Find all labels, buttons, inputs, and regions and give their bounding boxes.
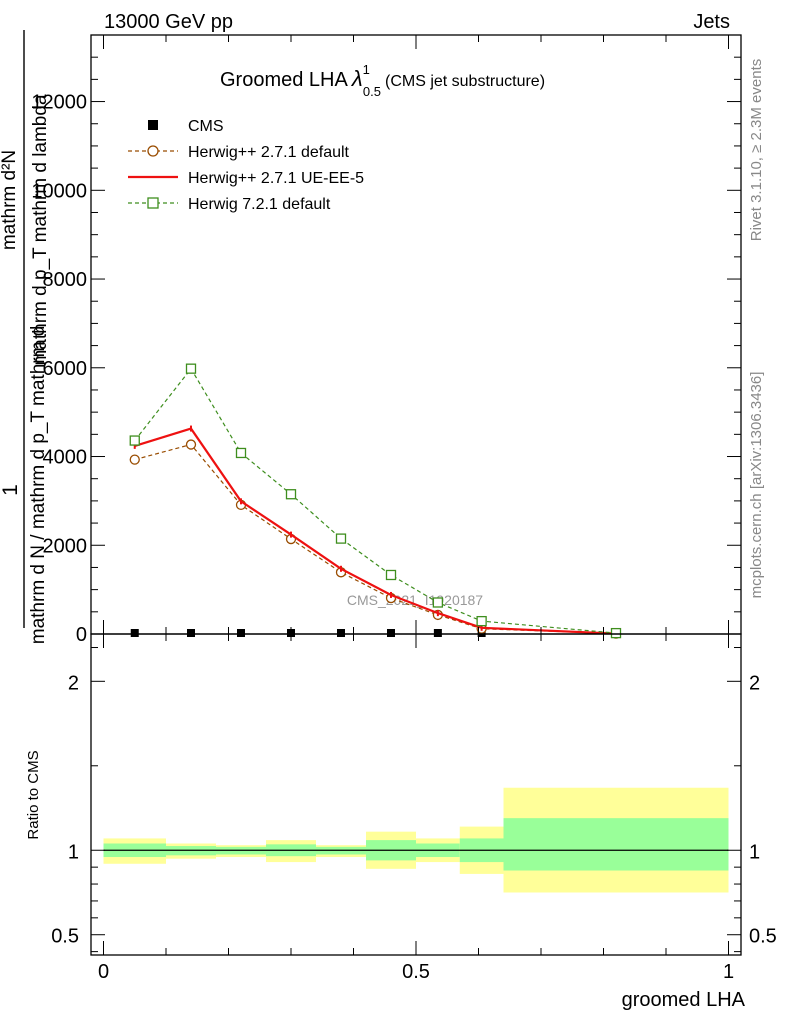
ratio-y-tick-label-right: 2 — [749, 672, 760, 694]
herwig-7-2-1-default-point — [285, 489, 297, 500]
legend-marker — [147, 197, 159, 209]
plot-title-main: Groomed LHA — [220, 69, 348, 91]
y-axis-label: 1 mathrm d²N mathrm d p_T mathrm d lambd… — [0, 30, 51, 644]
legend-label: CMS — [188, 118, 224, 135]
legend-label: Herwig++ 2.7.1 UE-EE-5 — [188, 170, 364, 187]
plot-title-note: (CMS jet substructure) — [385, 73, 545, 90]
plot-title-sub: 0.5 — [363, 84, 381, 99]
main-axes: 0 2000 4000 6000 8000 10000 12000 — [31, 34, 742, 646]
ratio-axes: 0.5 0.5 1 1 2 2 0 0.5 1 — [51, 633, 777, 983]
main-y-tick-label: 8000 — [43, 269, 88, 291]
legend-label: Herwig++ 2.7.1 default — [188, 144, 350, 161]
energy-label: 13000 GeV pp — [104, 11, 233, 33]
ratio-y-axis-label: Ratio to CMS — [25, 750, 42, 839]
legend-label: Herwig 7.2.1 default — [188, 196, 331, 213]
x-axis-label: groomed LHA — [622, 989, 746, 1011]
main-series-layer — [129, 363, 622, 639]
cms-data-point — [337, 629, 345, 637]
legend-entry: Herwig++ 2.7.1 default — [128, 144, 350, 161]
y-axis-label-numerator: 1 — [0, 484, 22, 496]
ratio-y-tick-label-right: 1 — [749, 841, 760, 863]
legend-entry: Herwig 7.2.1 default — [128, 196, 331, 213]
rivet-version-label: Rivet 3.1.10, ≥ 2.3M events — [748, 59, 765, 242]
herwig-2-7-1-default-point — [129, 454, 140, 465]
main-y-tick-label: 10000 — [31, 180, 87, 202]
herwig-7-2-1-default-point — [129, 435, 140, 446]
main-y-tick-label: 6000 — [43, 358, 88, 380]
plot-title-lambda: λ — [351, 66, 363, 91]
herwig-2-7-1-default-line — [134, 443, 617, 635]
ratio-y-tick-label-right: 0.5 — [749, 926, 777, 948]
plot-title: Groomed LHA λ1 0.5 (CMS jet substructure) — [220, 62, 545, 99]
herwig-7-2-1-default-point — [335, 533, 347, 544]
ratio-y-tick-label: 1 — [68, 841, 79, 863]
ratio-uncertainty-band-inner — [503, 818, 729, 871]
legend-entry: Herwig++ 2.7.1 UE-EE-5 — [128, 170, 364, 187]
herwig-2-7-1-default-point — [185, 439, 197, 450]
main-y-tick-label: 4000 — [43, 447, 88, 469]
ratio-y-tick-label: 2 — [68, 672, 79, 694]
legend: CMS Herwig++ 2.7.1 default Herwig++ 2.7.1 … — [128, 118, 364, 213]
y-axis-label-line-1: mathrm d²N — [0, 150, 20, 250]
legend-entry: CMS — [148, 118, 224, 135]
ratio-plot-panel: 0.5 0.5 1 1 2 2 0 0.5 1 Ratio to CMS groomed LHA — [25, 633, 777, 1011]
cms-data-point — [187, 629, 195, 637]
category-label: Jets — [693, 11, 730, 33]
herwig-7-2-1-default-point — [235, 447, 247, 459]
cms-data-point — [130, 629, 139, 637]
y-axis-label-line-3: mathrm d N / mathrm d p_T mathrm d — [28, 326, 49, 645]
herwig-7-2-1-default-point — [185, 363, 197, 374]
mcplots-label: mcplots.cern.ch [arXiv:1306.3436] — [748, 372, 765, 599]
cms-data-point — [237, 629, 245, 637]
y-axis-label-line-2: mathrm d p_T mathrm d lambda — [30, 94, 51, 365]
herwig-7-2-1-default-point — [476, 615, 487, 627]
legend-marker — [147, 145, 159, 157]
main-y-tick-label: 2000 — [43, 535, 88, 557]
herwig-7-2-1-default-point — [432, 597, 444, 608]
main-plot-panel: CMS_2021_I1920187 0 2000 4000 6000 8000 10000… — [0, 30, 742, 646]
herwig-7-2-1-default-point — [385, 569, 397, 581]
x-tick-label: 1 — [723, 961, 734, 983]
plot-title-sup: 1 — [363, 62, 370, 77]
cms-data-point — [433, 629, 442, 637]
x-tick-label: 0.5 — [402, 961, 430, 983]
cms-data-point — [387, 629, 395, 637]
analysis-watermark: CMS_2021_I1920187 — [347, 592, 483, 608]
main-y-tick-label: 0 — [76, 624, 87, 646]
main-y-tick-label: 12000 — [31, 92, 87, 114]
ratio-bands-layer — [103, 787, 729, 893]
x-tick-label: 0 — [98, 961, 109, 983]
herwig-7-2-1-default-point — [610, 627, 622, 639]
ratio-y-tick-label: 0.5 — [51, 926, 79, 948]
legend-marker — [148, 120, 158, 130]
